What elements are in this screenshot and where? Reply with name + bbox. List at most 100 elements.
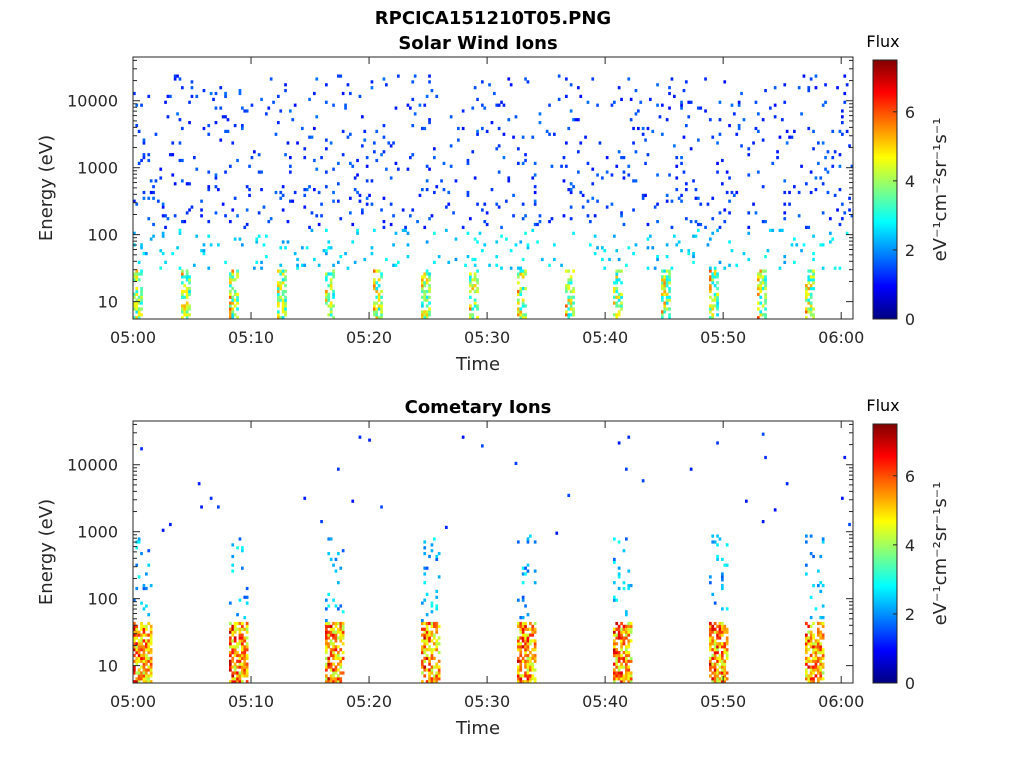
heatmap-cell (819, 671, 823, 675)
heatmap-cell (325, 624, 328, 628)
heatmap-cell (692, 260, 695, 264)
heatmap-cell (243, 616, 247, 620)
heatmap-cell (721, 645, 724, 649)
heatmap-cell (241, 642, 244, 646)
heatmap-cell (185, 307, 189, 311)
heatmap-cell (332, 671, 335, 675)
heatmap-cell (279, 284, 283, 288)
heatmap-cell (713, 639, 717, 643)
heatmap-cell (454, 237, 458, 241)
heatmap-cell (668, 316, 671, 320)
heatmap-cell (430, 639, 434, 643)
heatmap-cell (245, 621, 249, 626)
heatmap-cell (466, 161, 470, 165)
heatmap-cell (709, 621, 712, 626)
heatmap-cell (449, 164, 453, 168)
heatmap-cell (245, 636, 249, 640)
heatmap-cell (133, 680, 136, 684)
heatmap-cell (329, 310, 333, 314)
heatmap-cell (519, 292, 523, 296)
heatmap-cell (349, 196, 352, 200)
panel-1: 05:00 05:10 05:20 05:30 05:40 05:50 06:0010100… (36, 32, 951, 375)
heatmap-cell (761, 275, 765, 279)
heatmap-cell (812, 677, 815, 681)
heatmap-cell (713, 266, 717, 270)
heatmap-cell (716, 313, 719, 317)
heatmap-cell (329, 287, 333, 291)
heatmap-cell (776, 156, 779, 160)
heatmap-cell (517, 665, 520, 669)
heatmap-cell (809, 616, 813, 620)
heatmap-cell (411, 80, 415, 84)
heatmap-cell (521, 630, 525, 634)
heatmap-cell (346, 135, 350, 139)
heatmap-cell (500, 266, 503, 270)
x-tick-label: 05:20 (346, 692, 392, 711)
heatmap-cell (629, 639, 633, 643)
heatmap-cell (339, 633, 343, 637)
heatmap-cell (351, 222, 355, 227)
heatmap-cell (613, 560, 616, 564)
heatmap-cell (233, 645, 237, 649)
heatmap-cell (517, 307, 520, 311)
heatmap-cell (495, 240, 499, 244)
heatmap-cell (531, 630, 535, 634)
heatmap-cell (805, 307, 808, 311)
heatmap-cell (164, 100, 167, 104)
heatmap-cell (644, 193, 647, 197)
heatmap-cell (169, 153, 172, 157)
heatmap-cell (135, 269, 139, 273)
heatmap-cell (430, 601, 434, 605)
heatmap-cell (435, 639, 439, 643)
heatmap-cell (713, 630, 717, 634)
colorbar-label: eV⁻¹cm⁻²sr⁻¹s⁻¹ (930, 482, 951, 626)
heatmap-cell (425, 621, 429, 626)
heatmap-cell (423, 284, 427, 288)
heatmap-cell (380, 208, 383, 212)
heatmap-cell (689, 220, 693, 224)
heatmap-cell (809, 630, 813, 634)
heatmap-cell (406, 243, 410, 247)
heatmap-cell (375, 316, 379, 320)
heatmap-cell (478, 231, 482, 235)
heatmap-cell (325, 289, 328, 294)
heatmap-cell (670, 77, 674, 81)
heatmap-cell (382, 196, 386, 200)
heatmap-cell (281, 208, 285, 212)
heatmap-cell (140, 298, 143, 302)
heatmap-cell (836, 208, 839, 212)
heatmap-cell (519, 287, 523, 291)
heatmap-cell (562, 179, 566, 183)
heatmap-cell (277, 298, 280, 302)
heatmap-cell (428, 121, 431, 125)
heatmap-cell (231, 298, 235, 302)
heatmap-cell (140, 674, 143, 678)
heatmap-cell (812, 307, 815, 311)
heatmap-cell (821, 653, 825, 658)
heatmap-cell (428, 301, 431, 305)
heatmap-cell (171, 153, 175, 157)
heatmap-cell (668, 173, 671, 177)
heatmap-cell (531, 656, 535, 660)
heatmap-cell (149, 665, 153, 669)
heatmap (133, 74, 854, 320)
heatmap-cell (809, 659, 813, 663)
heatmap-cell (521, 135, 525, 139)
heatmap-cell (521, 566, 525, 570)
heatmap-cell (807, 636, 811, 640)
heatmap-cell (442, 161, 446, 165)
heatmap-cell (634, 150, 638, 154)
heatmap-cell (519, 627, 523, 631)
heatmap-cell (615, 636, 619, 640)
heatmap-cell (334, 557, 338, 561)
heatmap-cell (428, 118, 431, 122)
heatmap-cell (812, 257, 815, 262)
heatmap-cell (142, 665, 146, 669)
heatmap-cell (579, 141, 583, 145)
heatmap-cell (517, 313, 520, 317)
heatmap-cell (805, 563, 808, 567)
heatmap-cell (721, 662, 724, 666)
heatmap-cell (709, 662, 712, 666)
heatmap-cell (812, 648, 815, 652)
